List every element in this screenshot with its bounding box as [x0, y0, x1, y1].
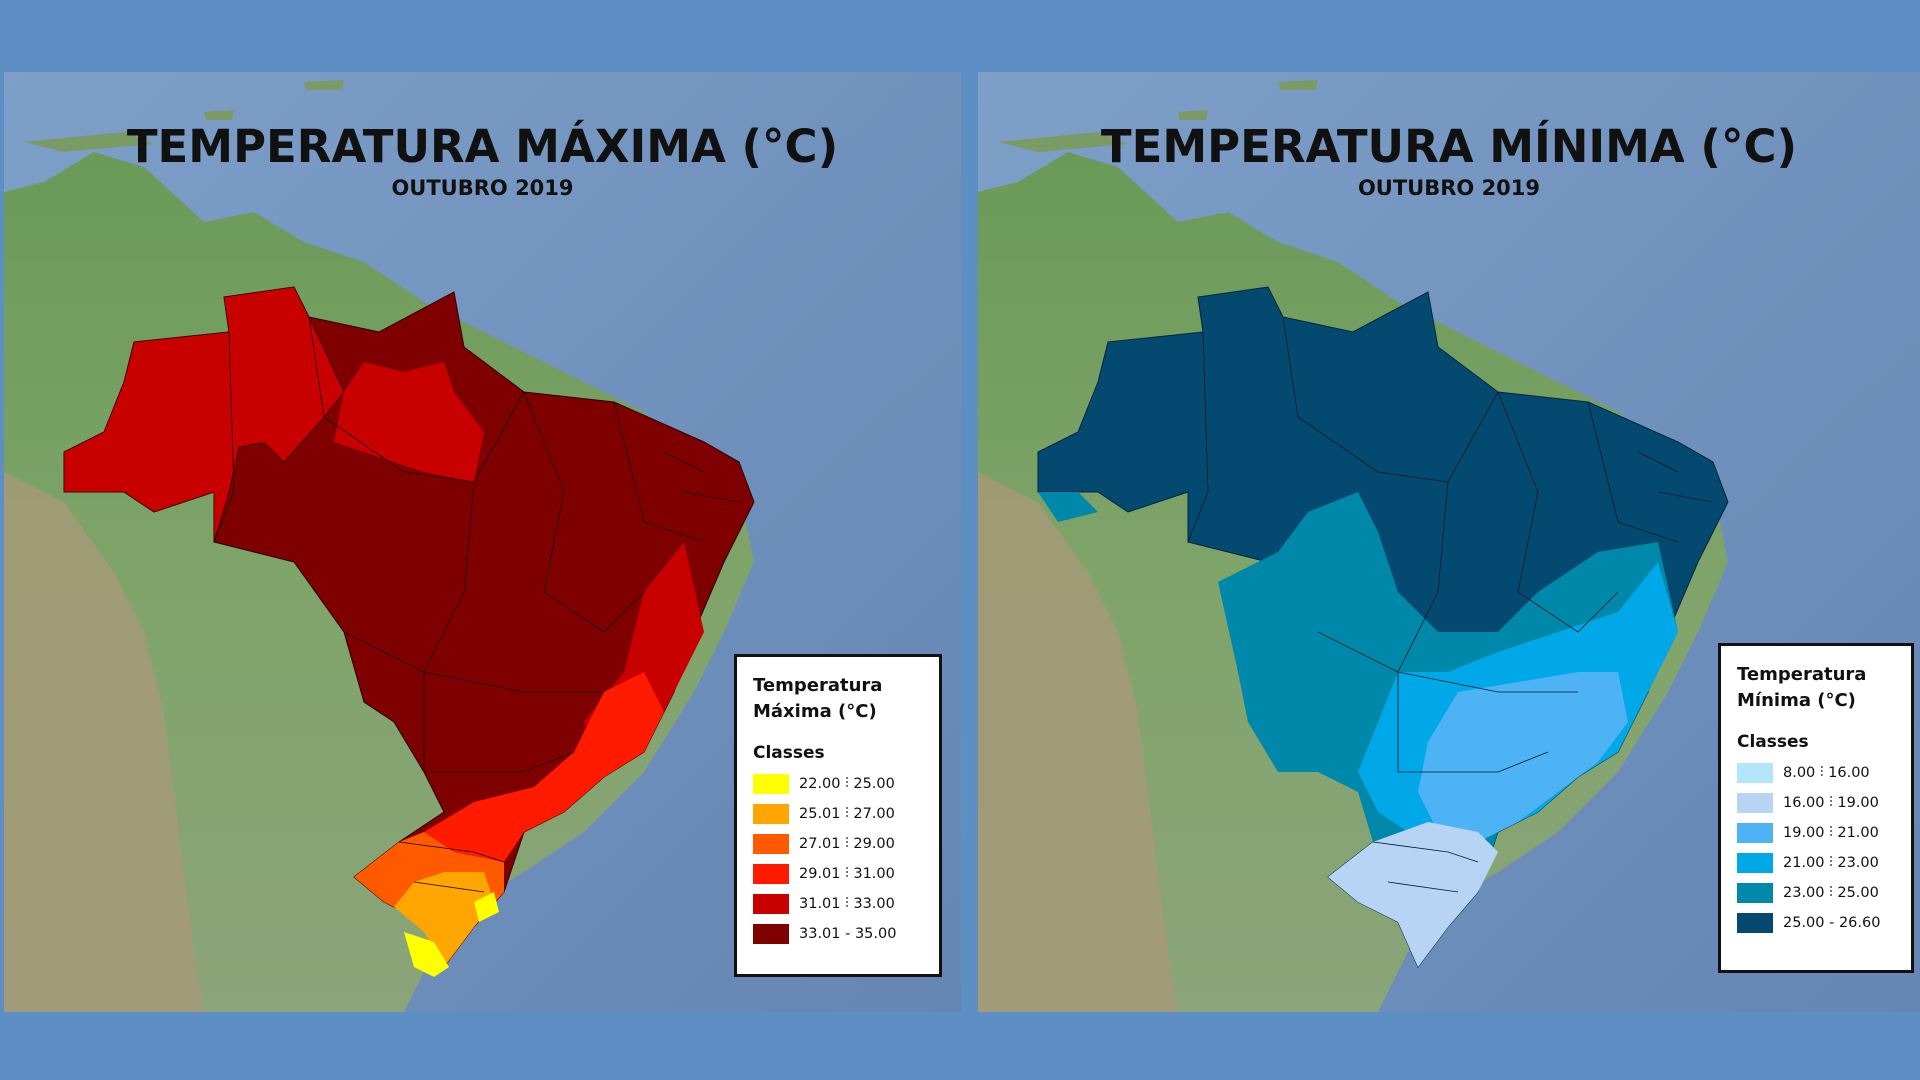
legend-row: 21.00 ⫶ 23.00 [1737, 848, 1895, 878]
max-legend-rows: 22.00 ⫶ 25.00 25.01 ⫶ 27.00 27.01 ⫶ 29.00 2… [753, 769, 923, 949]
legend-row: 27.01 ⫶ 29.00 [753, 829, 923, 859]
max-legend-classes-label: Classes [753, 743, 825, 763]
legend-row: 29.01 ⫶ 31.00 [753, 859, 923, 889]
legend-swatch [753, 834, 789, 854]
legend-swatch [1737, 913, 1773, 933]
legend-row: 16.00 ⫶ 19.00 [1737, 788, 1895, 818]
legend-label: 22.00 ⫶ 25.00 [799, 776, 895, 792]
brazil-region-16-19 [1328, 822, 1498, 967]
min-legend-rows: 8.00 ⫶ 16.00 16.00 ⫶ 19.00 19.00 ⫶ 21.00 21… [1737, 758, 1895, 938]
legend-swatch [1737, 883, 1773, 903]
legend-swatch [753, 924, 789, 944]
legend-swatch [1737, 763, 1773, 783]
legend-label: 8.00 ⫶ 16.00 [1783, 765, 1870, 781]
min-legend: Temperatura Mínima (°C) Classes 8.00 ⫶ 1… [1718, 643, 1914, 973]
legend-label: 23.00 ⫶ 25.00 [1783, 885, 1879, 901]
legend-label: 33.01 - 35.00 [799, 926, 897, 942]
legend-label: 19.00 ⫶ 21.00 [1783, 825, 1879, 841]
legend-row: 31.01 ⫶ 33.00 [753, 889, 923, 919]
min-map-canvas [978, 72, 1920, 1012]
legend-row: 25.00 - 26.60 [1737, 908, 1895, 938]
max-map-canvas [4, 72, 961, 1012]
max-legend-title-line1: Temperatura [753, 675, 883, 696]
legend-label: 16.00 ⫶ 19.00 [1783, 795, 1879, 811]
legend-row: 19.00 ⫶ 21.00 [1737, 818, 1895, 848]
andes-range [4, 472, 204, 1012]
max-temperature-map-panel: TEMPERATURA MÁXIMA (°C) OUTUBRO 2019 Tem… [4, 72, 961, 1012]
caribbean-islands [998, 80, 1318, 152]
min-temperature-map-panel: TEMPERATURA MÍNIMA (°C) OUTUBRO 2019 Tem… [978, 72, 1920, 1012]
brazil-region-19-21 [1418, 672, 1628, 842]
min-map-title: TEMPERATURA MÍNIMA (°C) [1100, 120, 1798, 173]
legend-row: 23.00 ⫶ 25.00 [1737, 878, 1895, 908]
legend-swatch [1737, 793, 1773, 813]
max-map-subtitle: OUTUBRO 2019 [391, 176, 574, 200]
legend-swatch [753, 774, 789, 794]
brazil-region-31-33-west [63, 286, 345, 543]
legend-label: 21.00 ⫶ 23.00 [1783, 855, 1879, 871]
brazil-region-22-25 [404, 892, 499, 977]
min-legend-title-line1: Temperatura [1737, 664, 1867, 685]
legend-row: 33.01 - 35.00 [753, 919, 923, 949]
legend-label: 25.00 - 26.60 [1783, 915, 1881, 931]
legend-label: 29.01 ⫶ 31.00 [799, 866, 895, 882]
max-legend: Temperatura Máxima (°C) Classes 22.00 ⫶ … [734, 654, 942, 977]
legend-swatch [753, 894, 789, 914]
legend-label: 25.01 ⫶ 27.00 [799, 806, 895, 822]
legend-swatch [753, 804, 789, 824]
min-map-subtitle: OUTUBRO 2019 [1357, 176, 1541, 200]
brazil-region-23-25-west [1038, 492, 1098, 522]
brazil-region-25-27 [394, 872, 494, 967]
max-map-title: TEMPERATURA MÁXIMA (°C) [126, 120, 839, 173]
legend-label: 27.01 ⫶ 29.00 [799, 836, 895, 852]
min-legend-classes-label: Classes [1737, 732, 1809, 752]
legend-row: 22.00 ⫶ 25.00 [753, 769, 923, 799]
andes-range [978, 472, 1178, 1012]
brazil-region-29-31 [424, 672, 664, 862]
state-borders [1187, 316, 1714, 893]
state-borders [213, 316, 740, 893]
min-legend-title-line2: Mínima (°C) [1737, 690, 1856, 711]
legend-row: 8.00 ⫶ 16.00 [1737, 758, 1895, 788]
max-legend-title-line2: Máxima (°C) [753, 701, 877, 722]
legend-label: 31.01 ⫶ 33.00 [799, 896, 895, 912]
caribbean-islands [24, 80, 344, 152]
brazil-region-31-33-north [334, 362, 484, 482]
legend-row: 25.01 ⫶ 27.00 [753, 799, 923, 829]
legend-swatch [753, 864, 789, 884]
legend-swatch [1737, 853, 1773, 873]
legend-swatch [1737, 823, 1773, 843]
